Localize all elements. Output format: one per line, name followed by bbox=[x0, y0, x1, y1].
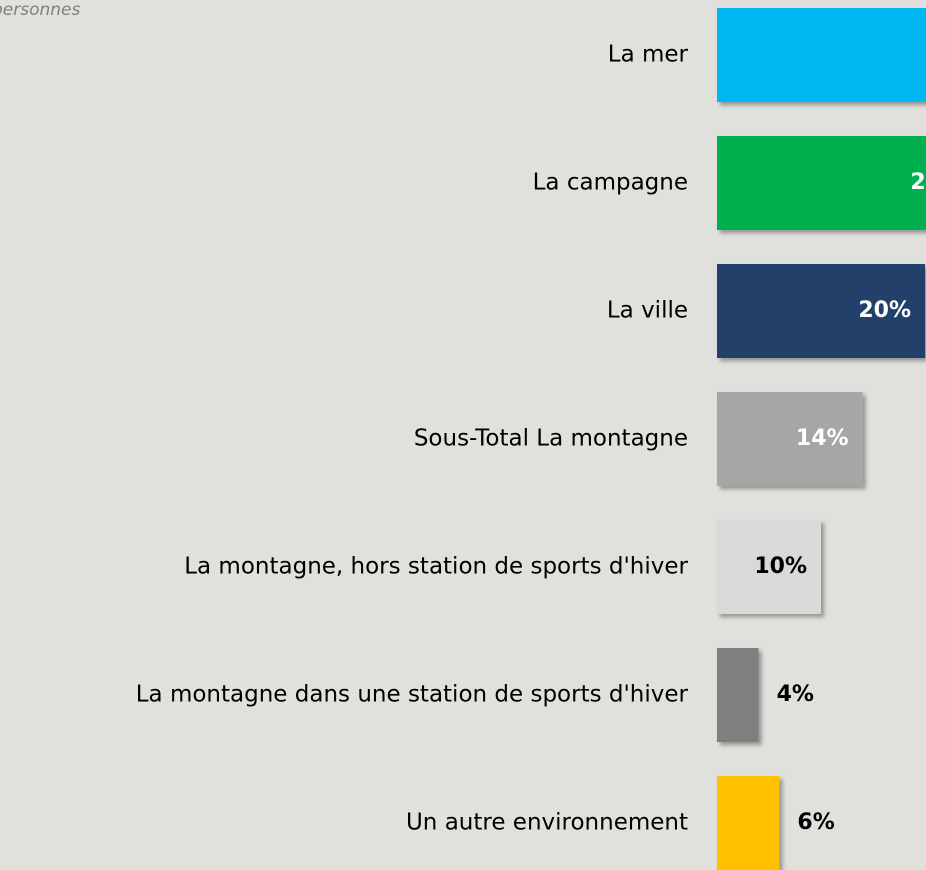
value-label: 4% bbox=[777, 682, 814, 707]
category-label: Un autre environnement bbox=[406, 810, 688, 836]
category-label: La campagne bbox=[533, 170, 688, 196]
value-label: 20% bbox=[858, 298, 911, 323]
value-label: 10% bbox=[754, 554, 807, 579]
subtitle: personnes bbox=[0, 0, 81, 20]
value-label: 14% bbox=[796, 426, 849, 451]
bar bbox=[717, 8, 926, 102]
category-label: La montagne, hors station de sports d'hi… bbox=[184, 554, 688, 580]
value-label: 25% bbox=[910, 170, 926, 195]
bar bbox=[717, 648, 759, 742]
category-label: La ville bbox=[607, 298, 688, 324]
value-label: 6% bbox=[797, 810, 834, 835]
category-label: Sous-Total La montagne bbox=[414, 426, 688, 452]
bar bbox=[717, 264, 925, 358]
bar bbox=[717, 392, 863, 486]
bar bbox=[717, 136, 926, 230]
bar bbox=[717, 520, 821, 614]
category-label: La mer bbox=[608, 42, 689, 68]
bar bbox=[717, 776, 780, 870]
category-label: La montagne dans une station de sports d… bbox=[136, 682, 689, 708]
